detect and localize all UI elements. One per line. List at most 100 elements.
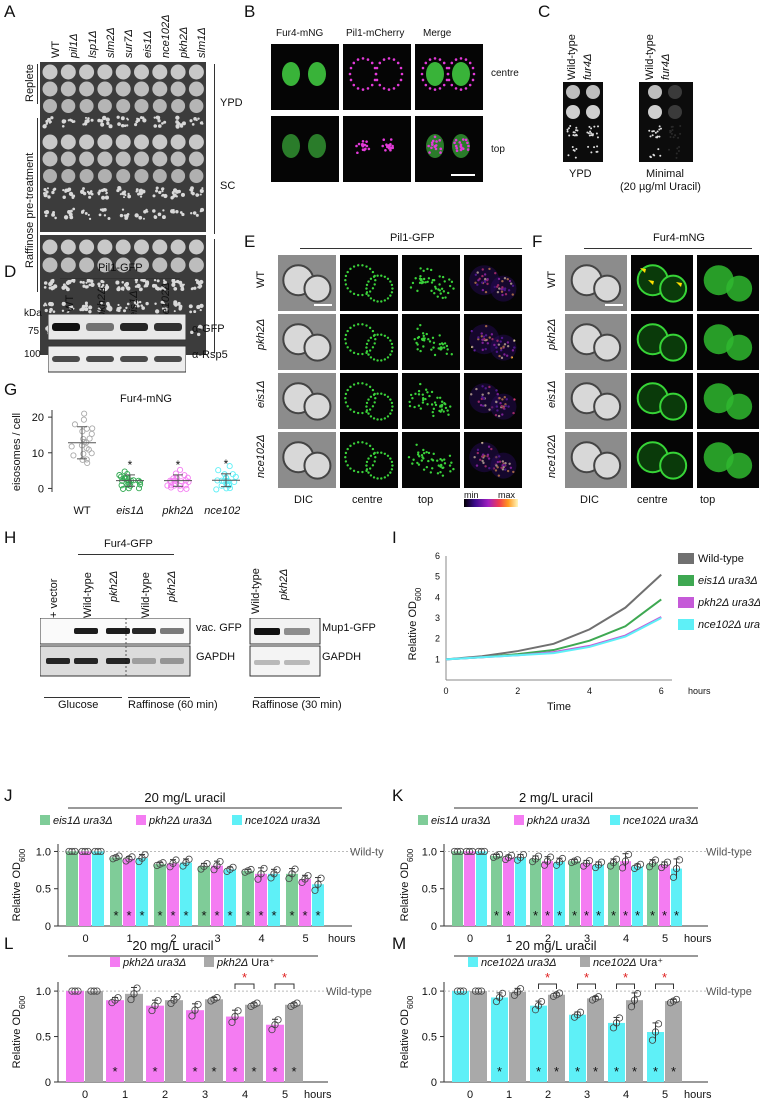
bar xyxy=(242,870,254,926)
bar xyxy=(286,873,298,926)
pil1-punctum xyxy=(495,400,498,404)
pil1-punctum xyxy=(429,268,433,272)
panel-c-media-ypd: YPD xyxy=(569,168,592,180)
pil1-punctum xyxy=(417,393,421,396)
pil1-punctum xyxy=(344,397,347,400)
colony-dot xyxy=(100,301,103,305)
pil1-punctum xyxy=(455,146,459,150)
legend-label-part: ura3Δ xyxy=(558,815,590,827)
pil1-punctum xyxy=(507,289,511,292)
replicate-point xyxy=(293,999,301,1007)
rsp5-band xyxy=(52,356,80,362)
y-axis-label: eisosomes / cell xyxy=(11,413,23,491)
data-point xyxy=(86,435,93,442)
pil1-punctum xyxy=(420,281,424,285)
panel-b-letter: B xyxy=(244,2,256,21)
pil1-punctum xyxy=(442,290,446,293)
panel-b-col-fur4: Fur4-mNG xyxy=(276,28,324,39)
pil1-punctum xyxy=(368,444,372,448)
significance-star: * xyxy=(632,1064,637,1079)
colony-dot xyxy=(174,304,178,307)
pil1-punctum xyxy=(506,341,510,344)
pil1-punctum xyxy=(369,336,373,339)
panel-e-scale-min: min xyxy=(464,490,479,500)
plate-colony xyxy=(575,129,578,132)
replicate-point xyxy=(228,1018,236,1026)
panel-h-header-line xyxy=(78,554,174,555)
colony-spot xyxy=(188,134,204,150)
pil1-punctum xyxy=(426,403,429,406)
pil1-punctum xyxy=(476,283,479,286)
pil1-punctum xyxy=(429,471,433,474)
replicate-point xyxy=(636,860,645,868)
comparison-bracket xyxy=(234,983,255,989)
colony-dot xyxy=(172,280,176,285)
x-tick-label: 5 xyxy=(302,933,308,945)
pil1-punctum xyxy=(428,394,431,398)
pil1-punctum xyxy=(376,333,379,336)
pil1-punctum xyxy=(488,385,491,389)
pil1-punctum xyxy=(383,334,387,337)
pil1-punctum xyxy=(400,72,404,76)
pil1-punctum xyxy=(440,287,444,290)
colony-dot xyxy=(134,213,139,218)
x-tick-label: 4 xyxy=(623,933,629,945)
replicate-point xyxy=(555,989,564,997)
pil1-punctum xyxy=(466,141,469,145)
pil1-punctum xyxy=(380,274,383,277)
replicate-point xyxy=(216,857,224,866)
bar xyxy=(515,857,526,926)
pil1-punctum xyxy=(389,280,392,283)
colony-dot xyxy=(125,281,130,286)
pil1-punctum xyxy=(417,451,420,454)
pil1-punctum xyxy=(380,477,383,480)
pil1-punctum xyxy=(349,267,352,271)
plate-colony xyxy=(677,136,680,139)
heatmap-cell xyxy=(490,334,517,361)
replicate-point xyxy=(597,858,606,866)
colony-dot xyxy=(45,122,49,125)
pil1-punctum xyxy=(473,349,476,352)
data-point xyxy=(68,443,75,450)
pil1-punctum xyxy=(416,461,419,465)
pil1-punctum xyxy=(438,87,442,90)
pil1-punctum xyxy=(380,418,383,421)
pil1-punctum xyxy=(344,279,347,282)
pil1-punctum xyxy=(513,346,516,349)
pil1-punctum xyxy=(421,78,425,82)
colony-dot xyxy=(135,281,138,284)
pil1-punctum xyxy=(438,409,441,413)
colony-dot xyxy=(85,281,88,284)
pil1-punctum xyxy=(413,405,416,409)
x-unit-label: hours xyxy=(304,1089,332,1101)
x-tick-label: 3 xyxy=(202,1089,208,1101)
pil1-punctum xyxy=(416,348,419,351)
data-point xyxy=(80,416,87,423)
colony-dot xyxy=(135,190,138,193)
bar xyxy=(647,863,658,926)
pil1-punctum xyxy=(496,290,500,294)
pil1-punctum xyxy=(490,447,493,451)
pil1-punctum xyxy=(374,397,377,400)
pil1-punctum xyxy=(373,283,376,286)
pil1-punctum xyxy=(352,442,356,445)
data-point xyxy=(85,446,92,453)
colony-dot xyxy=(193,310,197,314)
gapdh-band xyxy=(46,658,70,664)
colony-dot xyxy=(46,187,50,190)
comparison-bracket xyxy=(577,983,596,989)
wild-type-label: Wild-type xyxy=(706,846,752,858)
replicate-point xyxy=(159,859,167,867)
colony-dot xyxy=(134,123,138,127)
pil1-punctum xyxy=(399,66,403,70)
y-tick-label: 1 xyxy=(435,654,440,664)
legend-swatch xyxy=(610,815,620,825)
colony-dot xyxy=(116,188,120,193)
replicate-point xyxy=(231,1012,239,1021)
colony-dot xyxy=(79,280,83,284)
plate-colony xyxy=(649,156,652,159)
colony-dot xyxy=(161,190,164,193)
y-tick-label: 6 xyxy=(435,551,440,561)
pil1-punctum xyxy=(396,61,400,65)
